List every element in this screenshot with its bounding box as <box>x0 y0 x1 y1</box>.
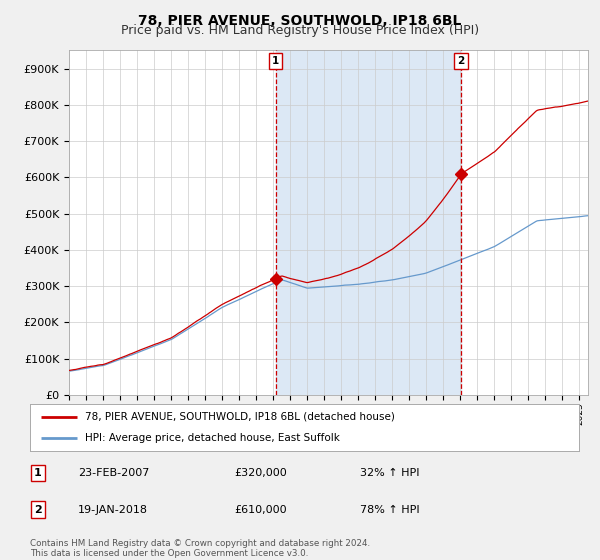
Text: Price paid vs. HM Land Registry's House Price Index (HPI): Price paid vs. HM Land Registry's House … <box>121 24 479 37</box>
Text: 1: 1 <box>34 468 41 478</box>
Text: £320,000: £320,000 <box>234 468 287 478</box>
Text: 78, PIER AVENUE, SOUTHWOLD, IP18 6BL (detached house): 78, PIER AVENUE, SOUTHWOLD, IP18 6BL (de… <box>85 412 395 422</box>
Text: Contains HM Land Registry data © Crown copyright and database right 2024.
This d: Contains HM Land Registry data © Crown c… <box>30 539 370 558</box>
Text: HPI: Average price, detached house, East Suffolk: HPI: Average price, detached house, East… <box>85 433 340 444</box>
Text: 2: 2 <box>34 505 41 515</box>
Bar <box>275 50 461 395</box>
Text: 2: 2 <box>458 56 465 66</box>
Text: 32% ↑ HPI: 32% ↑ HPI <box>360 468 419 478</box>
Text: 23-FEB-2007: 23-FEB-2007 <box>78 468 149 478</box>
Text: £610,000: £610,000 <box>234 505 287 515</box>
Text: 78, PIER AVENUE, SOUTHWOLD, IP18 6BL: 78, PIER AVENUE, SOUTHWOLD, IP18 6BL <box>139 14 461 28</box>
Text: 78% ↑ HPI: 78% ↑ HPI <box>360 505 419 515</box>
Text: 19-JAN-2018: 19-JAN-2018 <box>78 505 148 515</box>
Text: 1: 1 <box>272 56 279 66</box>
